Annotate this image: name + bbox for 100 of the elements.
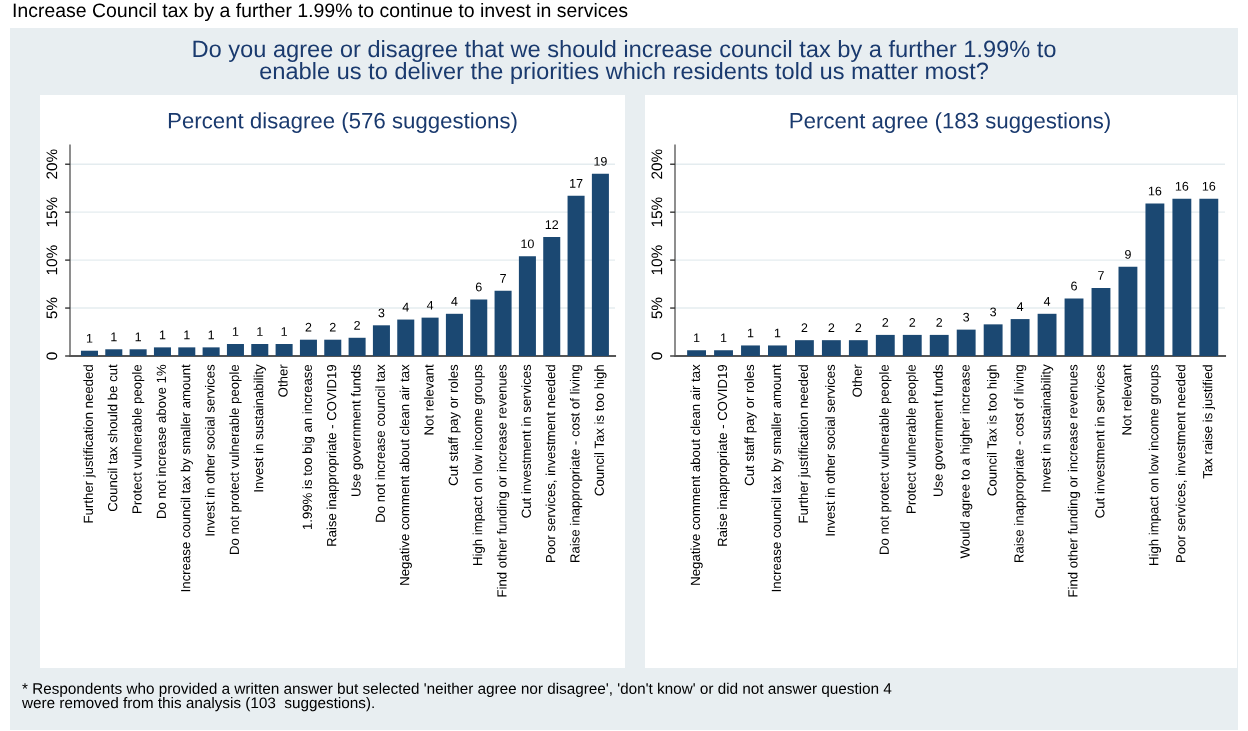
x-tick-label: Would agree to a higher increase xyxy=(960,364,973,559)
data-label: 1 xyxy=(232,327,239,336)
data-label: 1 xyxy=(208,330,214,340)
data-label: 2 xyxy=(909,318,916,327)
data-label: 1 xyxy=(774,328,781,338)
bar xyxy=(1064,298,1084,356)
x-tick-label: Council Tax is too high xyxy=(594,365,607,496)
bar xyxy=(226,344,244,356)
data-label: 2 xyxy=(305,322,312,332)
bar xyxy=(794,340,814,356)
x-tick-label: Increase council tax by smaller amount xyxy=(180,364,193,592)
text: Increase Council tax by a further 1.99% to continue to invest in services xyxy=(13,2,628,22)
data-label: 2 xyxy=(329,322,336,332)
bar xyxy=(567,195,585,356)
bar xyxy=(821,340,841,356)
bar xyxy=(1118,266,1138,356)
data-label: 1 xyxy=(159,330,166,340)
data-label: 2 xyxy=(855,323,862,333)
bar xyxy=(741,345,760,356)
data-label: 4 xyxy=(1043,297,1051,306)
bar xyxy=(299,339,317,356)
data-label: 3 xyxy=(378,308,385,318)
bar xyxy=(902,334,922,356)
text: * Respondents who provided a written answer but selected 'neither agree nor disagree', 'don't know' or did not answer question 4 were removed from this analysis (103 suggestions). xyxy=(21,682,892,712)
data-label: 16 xyxy=(1148,186,1162,196)
bar xyxy=(1199,198,1219,356)
data-label: 1 xyxy=(111,332,117,342)
x-tick-label: Raise inappropriate - COVID19 xyxy=(326,364,339,546)
bar xyxy=(929,334,949,356)
bar xyxy=(1037,313,1057,356)
bar xyxy=(518,256,536,356)
bar xyxy=(202,347,220,356)
bar xyxy=(324,339,342,356)
bar xyxy=(275,344,293,356)
data-label: 10 xyxy=(521,239,534,249)
x-tick-label: Invest in other social services xyxy=(825,364,835,536)
data-label: 1 xyxy=(721,333,727,343)
x-tick-label: 1.99% is too big an increase xyxy=(302,364,315,530)
bar xyxy=(445,313,463,356)
data-label: 16 xyxy=(1175,181,1189,191)
x-tick-label: Not relevant xyxy=(1121,364,1132,435)
bar xyxy=(80,350,98,356)
x-tick-label: Invest in other social services xyxy=(204,364,215,536)
bar xyxy=(1172,198,1192,356)
x-tick-label: Other xyxy=(852,364,862,397)
x-tick-label: Poor services, investment needed xyxy=(1175,365,1187,562)
bar xyxy=(251,344,269,356)
text: Do you agree or disagree that we should increase council tax by a further 1.99% to enable us to deliver the priorities which residents told us matter most? xyxy=(193,39,1056,85)
x-tick-label: Protect vulnerable people xyxy=(131,364,145,513)
data-label: 4 xyxy=(451,297,458,306)
y-tick-label: 5% xyxy=(651,297,663,319)
x-tick-label: Do not protect vulnerable people xyxy=(229,364,242,554)
data-label: 1 xyxy=(184,330,190,340)
x-tick-label: Not relevant xyxy=(423,364,434,435)
x-tick-label: Do not protect vulnerable people xyxy=(879,364,892,554)
y-tick-label: 0 xyxy=(46,352,58,360)
data-label: 1 xyxy=(281,327,287,336)
data-label: 1 xyxy=(135,332,141,342)
data-label: 7 xyxy=(500,274,506,283)
data-label: 1 xyxy=(747,328,754,338)
bar xyxy=(178,347,196,356)
data-label: 4 xyxy=(402,302,409,312)
data-label: 6 xyxy=(1071,281,1077,291)
bar xyxy=(470,299,488,356)
x-tick-label: Invest in sustainability xyxy=(1040,364,1054,492)
bar xyxy=(714,350,733,356)
y-tick-label: 10% xyxy=(651,245,663,275)
x-tick-label: Do not increase council tax xyxy=(375,364,385,522)
x-tick-label: High impact on low income groups xyxy=(1148,364,1162,565)
bar xyxy=(591,173,609,356)
data-label: 4 xyxy=(1016,302,1024,311)
x-tick-label: High impact on low income groups xyxy=(472,364,485,565)
x-tick-label: Raise inappropriate - cost of living xyxy=(569,365,583,562)
x-tick-label: Invest in sustainability xyxy=(253,364,266,492)
data-label: 16 xyxy=(1202,181,1216,191)
data-label: 2 xyxy=(801,323,808,333)
y-tick-label: 10% xyxy=(46,245,58,275)
bar xyxy=(372,325,390,356)
data-label: 3 xyxy=(963,312,970,322)
chart-title: Percent disagree (576 suggestions) xyxy=(168,112,517,133)
x-tick-label: Protect vulnerable people xyxy=(906,364,919,513)
x-tick-label: Council tax should be cut xyxy=(107,364,118,512)
x-tick-label: Raise inappropriate - cost of living xyxy=(1013,365,1027,562)
y-tick-label: 20% xyxy=(46,149,58,179)
data-label: 6 xyxy=(475,282,482,292)
x-tick-label: Cut staff pay or roles xyxy=(744,364,757,486)
x-tick-label: Cut staff pay or roles xyxy=(448,364,461,486)
x-tick-label: Cut investment in services xyxy=(521,364,531,518)
x-tick-label: Find other funding or increase revenues xyxy=(496,364,510,597)
data-label: 1 xyxy=(257,327,263,336)
x-tick-label: Tax raise is justified xyxy=(1202,365,1215,479)
bar xyxy=(397,319,415,356)
data-label: 9 xyxy=(1125,249,1131,259)
data-label: 12 xyxy=(545,220,559,229)
bar xyxy=(875,334,895,356)
data-label: 2 xyxy=(882,318,889,327)
bar xyxy=(105,349,123,356)
bar xyxy=(1091,287,1111,356)
x-tick-label: Council Tax is too high xyxy=(986,365,1000,496)
data-label: 19 xyxy=(594,156,607,166)
